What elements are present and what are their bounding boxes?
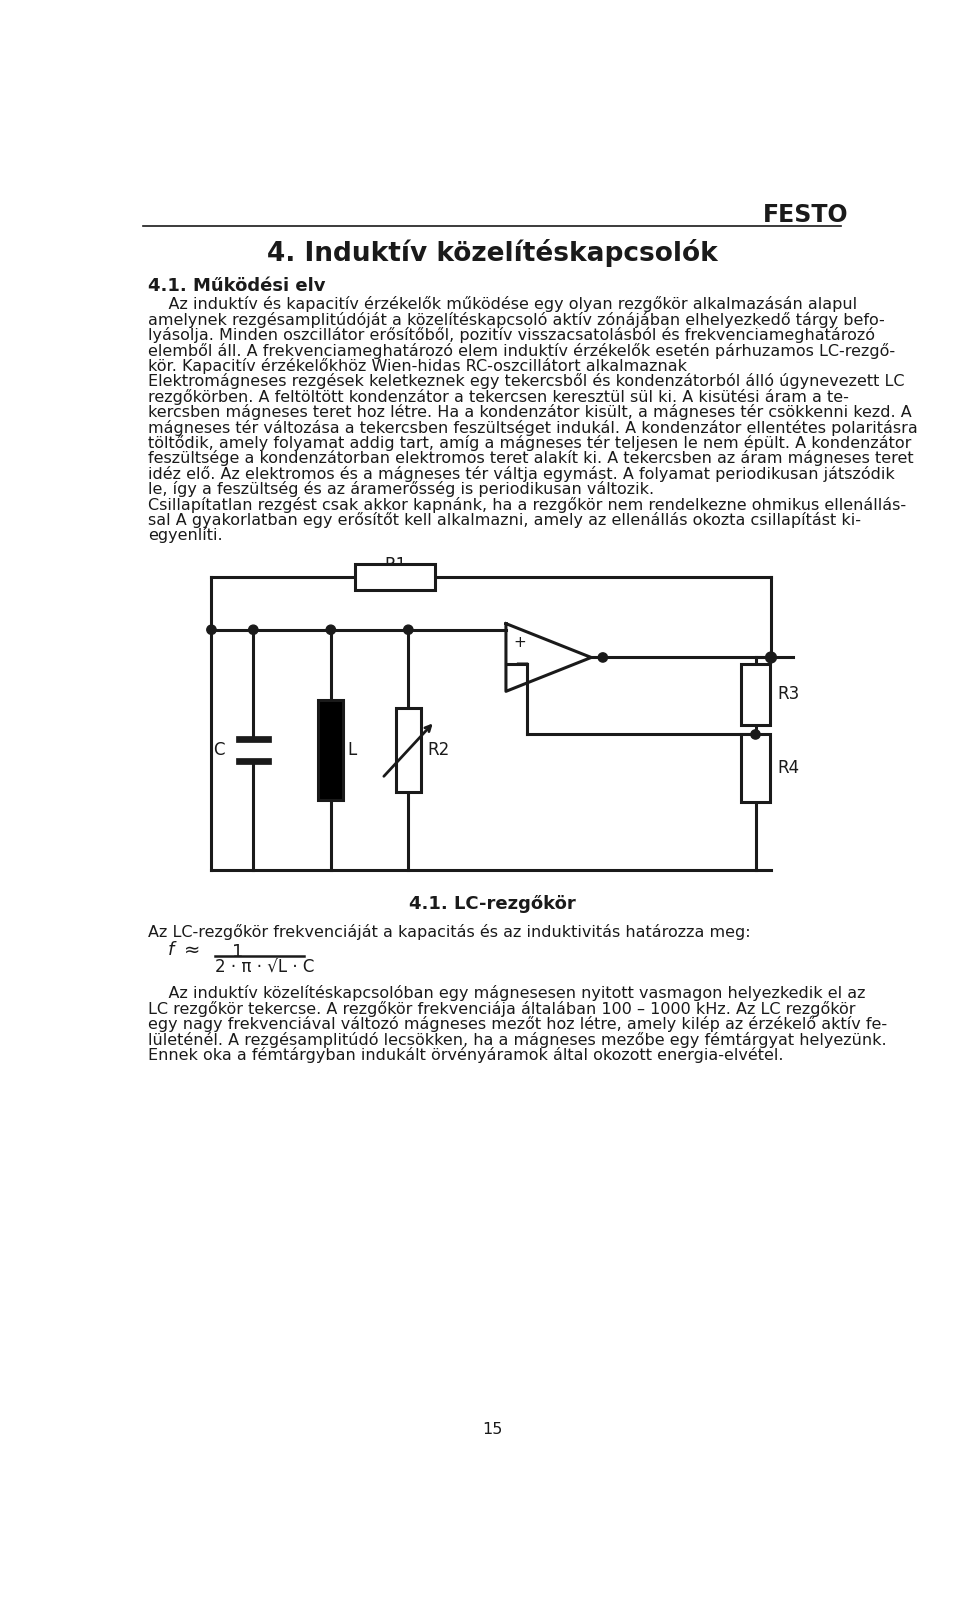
Text: Elektromágneses rezgések keletkeznek egy tekercsből és kondenzátorból álló úgyne: Elektromágneses rezgések keletkeznek egy… [148,373,904,389]
Text: FESTO: FESTO [763,204,849,228]
Text: Az induktív közelítéskapcsolóban egy mágnesesen nyitott vasmagon helyezkedik el : Az induktív közelítéskapcsolóban egy mág… [148,986,865,1002]
Circle shape [598,653,608,663]
Text: L: L [348,740,357,760]
Text: 1: 1 [232,944,244,962]
Text: amelynek rezgésamplitúdóját a közelítéskapcsoló aktív zónájában elhelyezkedő tár: amelynek rezgésamplitúdóját a közelítésk… [148,312,885,328]
Text: ≈: ≈ [183,941,200,960]
Circle shape [249,625,258,635]
Text: 4.1. LC-rezgőkör: 4.1. LC-rezgőkör [409,895,575,913]
Text: Csillapítatlan rezgést csak akkor kapnánk, ha a rezgőkör nem rendelkezne ohmikus: Csillapítatlan rezgést csak akkor kapnán… [148,496,906,512]
Text: egyenlíti.: egyenlíti. [148,527,223,543]
Text: LC rezgőkör tekercse. A rezgőkör frekvenciája általában 100 – 1000 kHz. Az LC re: LC rezgőkör tekercse. A rezgőkör frekven… [148,1000,855,1016]
Circle shape [751,730,760,739]
Text: f: f [168,941,175,958]
Text: kör. Kapacitív érzékelőkhöz Wien-hidas RC-oszcillátort alkalmaznak: kör. Kapacitív érzékelőkhöz Wien-hidas R… [148,357,687,373]
Text: lyásolja. Minden oszcillátor erősítőből, pozitív visszacsatolásból és frekvencia: lyásolja. Minden oszcillátor erősítőből,… [148,326,875,343]
Text: R1: R1 [384,556,406,574]
Text: mágneses tér változása a tekercsben feszültséget indukál. A kondenzátor ellentét: mágneses tér változása a tekercsben fesz… [148,420,918,436]
Text: 4. Induktív közelítéskapcsolók: 4. Induktív közelítéskapcsolók [267,239,717,267]
Text: egy nagy frekvenciával változó mágneses mezőt hoz létre, amely kilép az érzékelő: egy nagy frekvenciával változó mágneses … [148,1016,887,1033]
Text: R2: R2 [427,740,449,760]
Bar [741,664,770,726]
Text: töltődik, amely folyamat addig tart, amíg a mágneses tér teljesen le nem épült. : töltődik, amely folyamat addig tart, amí… [148,435,911,451]
Bar [319,700,344,800]
Text: lületénél. A rezgésamplitúdó lecsökken, ha a mágneses mezőbe egy fémtárgyat hely: lületénél. A rezgésamplitúdó lecsökken, … [148,1031,886,1047]
Text: R3: R3 [778,685,800,703]
Text: 2 · π · √L · C: 2 · π · √L · C [214,958,314,976]
Text: +: + [514,635,526,650]
Circle shape [206,625,216,635]
Text: Az induktív és kapacitív érzékelők működése egy olyan rezgőkör alkalmazásán alap: Az induktív és kapacitív érzékelők működ… [148,296,857,312]
Text: rezgőkörben. A feltöltött kondenzátor a tekercsen keresztül sül ki. A kisütési á: rezgőkörben. A feltöltött kondenzátor a … [148,389,849,404]
Text: C: C [213,740,225,760]
Bar [396,708,420,792]
Text: R4: R4 [778,760,800,777]
Text: 15: 15 [482,1422,502,1437]
Circle shape [765,653,777,663]
Text: sal A gyakorlatban egy erősítőt kell alkalmazni, amely az ellenállás okozta csil: sal A gyakorlatban egy erősítőt kell alk… [148,512,861,528]
Text: 4.1. Működési elv: 4.1. Működési elv [148,276,325,296]
Bar [741,734,770,802]
Circle shape [326,625,335,635]
Text: Az LC-rezgőkör frekvenciáját a kapacitás és az induktivitás határozza meg:: Az LC-rezgőkör frekvenciáját a kapacitás… [148,924,751,941]
Text: −: − [514,654,529,672]
Text: idéz elő. Az elektromos és a mágneses tér váltja egymást. A folyamat periodikusa: idéz elő. Az elektromos és a mágneses té… [148,465,895,482]
Text: le, így a feszültség és az áramerősség is periodikusan változik.: le, így a feszültség és az áramerősség i… [148,482,654,498]
Text: elemből áll. A frekvenciameghatározó elem induktív érzékelők esetén párhuzamos L: elemből áll. A frekvenciameghatározó ele… [148,343,895,359]
Circle shape [403,625,413,635]
Bar [355,564,436,590]
Text: kercsben mágneses teret hoz létre. Ha a kondenzátor kisült, a mágneses tér csökk: kercsben mágneses teret hoz létre. Ha a … [148,404,912,420]
Text: feszültsége a kondenzátorban elektromos teret alakít ki. A tekercsben az áram má: feszültsége a kondenzátorban elektromos … [148,451,914,467]
Text: Ennek oka a fémtárgyban indukált örvényáramok által okozott energia-elvétel.: Ennek oka a fémtárgyban indukált örvényá… [148,1047,783,1063]
